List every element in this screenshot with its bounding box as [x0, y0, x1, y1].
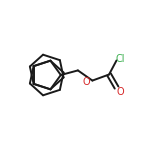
Text: O: O: [116, 87, 124, 97]
Text: O: O: [83, 77, 90, 87]
Text: Cl: Cl: [116, 54, 125, 64]
